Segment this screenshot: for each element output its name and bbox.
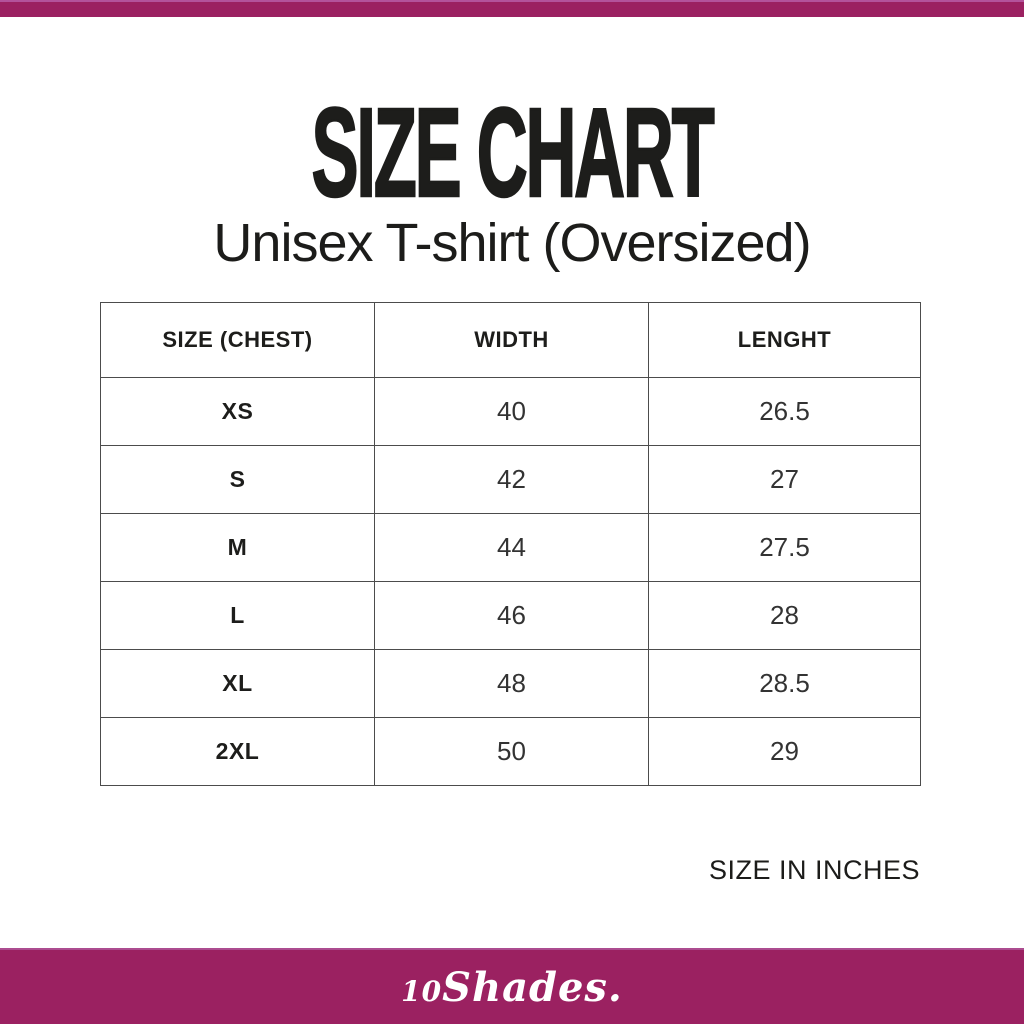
brand-logo-prefix: 10 (401, 974, 443, 1008)
table-row: M 44 27.5 (100, 513, 921, 582)
table-row: 2XL 50 29 (100, 717, 921, 786)
column-header-size-chest: SIZE (CHEST) (100, 302, 375, 378)
size-cell: 2XL (100, 717, 375, 786)
length-cell: 27.5 (648, 513, 921, 582)
size-table: SIZE (CHEST) WIDTH LENGHT XS 40 26.5 S 4… (100, 302, 921, 786)
brand-logo: 10 Shades. (401, 964, 623, 1011)
length-cell: 27 (648, 445, 921, 514)
length-cell: 28.5 (648, 649, 921, 718)
column-header-length: LENGHT (648, 302, 921, 378)
length-cell: 29 (648, 717, 921, 786)
brand-logo-name: Shades. (442, 963, 623, 1011)
width-cell: 42 (374, 445, 649, 514)
width-cell: 44 (374, 513, 649, 582)
column-header-width: WIDTH (374, 302, 649, 378)
table-row: XL 48 28.5 (100, 649, 921, 718)
size-cell: M (100, 513, 375, 582)
unit-note: SIZE IN INCHES (708, 855, 920, 885)
page-subtitle: Unisex T-shirt (Oversized) (213, 213, 811, 273)
length-cell: 28 (648, 581, 921, 650)
page-title-text: SIZE CHART (311, 82, 716, 223)
page-title: SIZE CHART (0, 82, 1024, 223)
width-cell: 40 (374, 377, 649, 446)
width-cell: 46 (374, 581, 649, 650)
top-accent-bar (0, 0, 1024, 17)
table-row: S 42 27 (100, 445, 921, 514)
size-cell: S (100, 445, 375, 514)
table-header-row: SIZE (CHEST) WIDTH LENGHT (100, 302, 921, 378)
size-cell: XS (100, 377, 375, 446)
table-row: L 46 28 (100, 581, 921, 650)
table-row: XS 40 26.5 (100, 377, 921, 446)
size-cell: XL (100, 649, 375, 718)
width-cell: 48 (374, 649, 649, 718)
length-cell: 26.5 (648, 377, 921, 446)
size-cell: L (100, 581, 375, 650)
width-cell: 50 (374, 717, 649, 786)
bottom-accent-bar: 10 Shades. (0, 948, 1024, 1024)
